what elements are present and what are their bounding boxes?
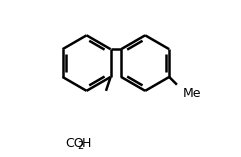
Text: CO: CO — [65, 137, 84, 150]
Text: 2: 2 — [78, 141, 84, 151]
Text: H: H — [82, 137, 91, 150]
Text: Me: Me — [183, 87, 201, 100]
